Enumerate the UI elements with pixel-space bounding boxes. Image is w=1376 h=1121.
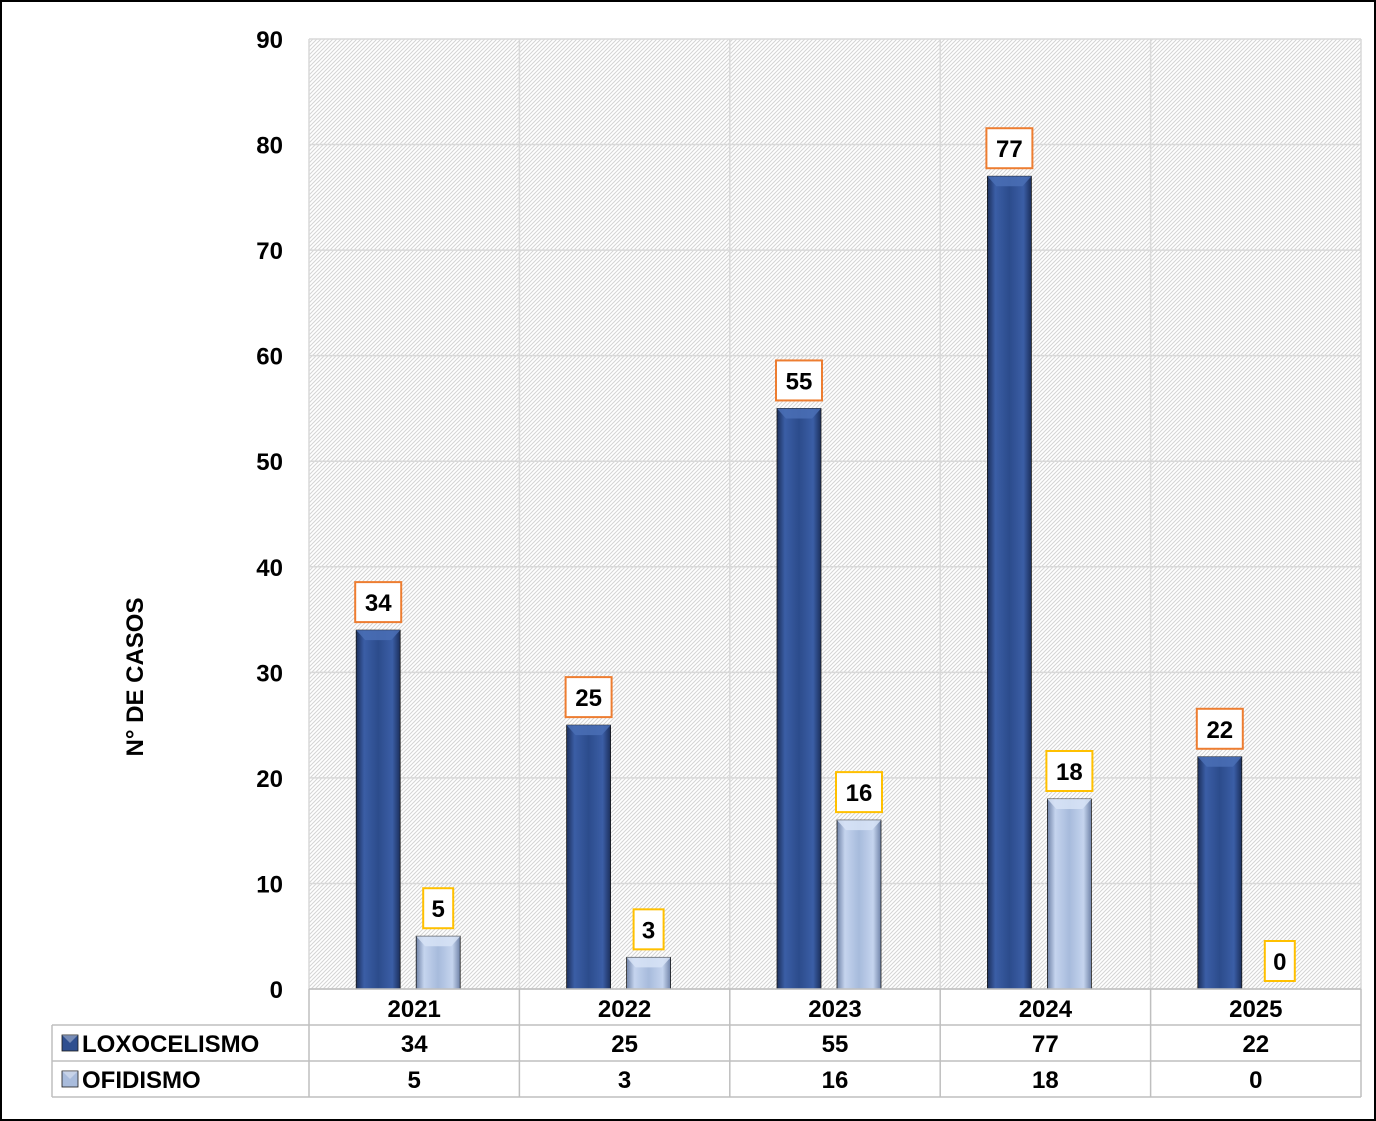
legend-key-ofidismo [61, 1070, 79, 1088]
x-tick-label: 2021 [388, 996, 441, 1023]
table-cell: 25 [611, 1031, 638, 1058]
y-tick-label: 20 [256, 766, 283, 793]
table-cell: 18 [1032, 1067, 1059, 1094]
x-tick-label: 2025 [1229, 996, 1282, 1023]
bar-bevel [987, 176, 1032, 187]
data-label-box [422, 887, 455, 930]
table-cell: 22 [1242, 1031, 1269, 1058]
y-axis: 0 10 20 30 40 50 60 70 80 90 [256, 27, 283, 1004]
x-tick-label: 2022 [598, 996, 651, 1023]
bars [355, 175, 1243, 990]
bar-bevel [416, 936, 461, 947]
y-axis-title: N° DE CASOS [122, 598, 149, 757]
bar-bevel [356, 630, 401, 641]
table-cell: 55 [822, 1031, 849, 1058]
y-tick-label: 90 [256, 27, 283, 54]
table-cell: 34 [401, 1031, 428, 1058]
table-cell: 3 [618, 1067, 631, 1094]
y-tick-label: 60 [256, 344, 283, 371]
bar-bevel [1047, 799, 1092, 809]
plot-area [309, 39, 1361, 989]
data-label: 18 [1056, 759, 1083, 786]
data-label-box [835, 771, 883, 814]
table-cell: 77 [1032, 1031, 1059, 1058]
y-tick-label: 30 [256, 660, 283, 687]
bar-bevel [1197, 756, 1242, 767]
legend-label: LOXOCELISMO [82, 1031, 259, 1058]
table-cell: 0 [1249, 1067, 1262, 1094]
bar-ofidismo-2024 [1047, 798, 1092, 990]
data-label: 55 [786, 368, 813, 395]
data-label-box [354, 581, 403, 624]
data-label: 77 [996, 136, 1023, 163]
gridlines [308, 38, 1362, 990]
bar-bevel [626, 957, 671, 968]
x-tick-label: 2024 [1019, 996, 1073, 1023]
table-cell: 16 [822, 1067, 849, 1094]
data-label: 25 [575, 685, 602, 712]
data-label-box [1045, 750, 1094, 792]
data-label-box [775, 359, 823, 402]
bar-bevel [777, 408, 821, 419]
data-label: 0 [1273, 949, 1286, 976]
bar-loxocelismo-2024 [987, 175, 1032, 990]
y-tick-label: 80 [256, 133, 283, 160]
data-label-box [1263, 940, 1296, 982]
legend-key-loxocelismo [61, 1034, 79, 1052]
bar-loxocelismo-2021 [355, 629, 401, 990]
table-cell: 5 [408, 1067, 421, 1094]
data-table: 2021 2022 2023 2024 2025 LOXOCELISMO 34 25 55 77 2… [51, 988, 1362, 1098]
y-tick-label: 40 [256, 555, 283, 582]
bar-bevel [837, 820, 881, 831]
data-label: 22 [1206, 717, 1233, 744]
data-label-box [564, 676, 613, 719]
bar-loxocelismo-2022 [566, 724, 611, 990]
bar-loxocelismo-2023 [776, 408, 822, 990]
bar-loxocelismo-2025 [1197, 756, 1243, 990]
bar-bevel [566, 725, 611, 736]
legend-key-bevel [62, 1035, 78, 1043]
data-labels: 34 25 55 77 22 5 3 16 18 0 [354, 127, 1296, 982]
x-tick-label: 2023 [808, 996, 861, 1023]
bar-ofidismo-2023 [836, 819, 882, 990]
data-label-box [985, 127, 1034, 170]
legend-key-bevel [62, 1071, 78, 1079]
data-label: 16 [846, 780, 873, 807]
data-label: 3 [642, 917, 655, 944]
y-tick-label: 50 [256, 449, 283, 476]
y-tick-label: 0 [270, 977, 283, 1004]
legend-label: OFIDISMO [82, 1067, 201, 1094]
y-tick-label: 10 [256, 871, 283, 898]
data-label: 5 [432, 896, 445, 923]
data-label: 34 [365, 590, 392, 617]
data-label-box [632, 908, 665, 951]
data-label-box [1195, 707, 1244, 750]
y-tick-label: 70 [256, 238, 283, 265]
